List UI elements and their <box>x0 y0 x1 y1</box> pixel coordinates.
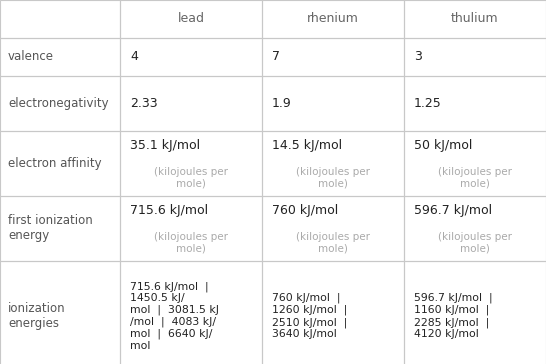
Bar <box>404 131 546 196</box>
Bar <box>404 196 546 261</box>
Text: (kilojoules per
mole): (kilojoules per mole) <box>438 167 512 189</box>
Text: thulium: thulium <box>451 12 499 25</box>
Bar <box>120 76 262 131</box>
Bar <box>262 0 404 38</box>
Bar <box>120 196 262 261</box>
Text: 715.6 kJ/mol: 715.6 kJ/mol <box>130 204 208 217</box>
Bar <box>262 76 404 131</box>
Bar <box>0 196 120 261</box>
Bar <box>120 38 262 76</box>
Text: 3: 3 <box>414 51 422 63</box>
Text: valence: valence <box>8 51 54 63</box>
Bar <box>262 131 404 196</box>
Text: 1.25: 1.25 <box>414 97 442 110</box>
Bar <box>120 261 262 364</box>
Text: (kilojoules per
mole): (kilojoules per mole) <box>296 232 370 254</box>
Text: 35.1 kJ/mol: 35.1 kJ/mol <box>130 139 200 152</box>
Bar <box>404 76 546 131</box>
Bar <box>120 131 262 196</box>
Text: 2.33: 2.33 <box>130 97 158 110</box>
Text: 4: 4 <box>130 51 138 63</box>
Bar <box>262 261 404 364</box>
Text: 596.7 kJ/mol: 596.7 kJ/mol <box>414 204 492 217</box>
Text: 715.6 kJ/mol  |
1450.5 kJ/
mol  |  3081.5 kJ
/mol  |  4083 kJ/
mol  |  6640 kJ/
: 715.6 kJ/mol | 1450.5 kJ/ mol | 3081.5 k… <box>130 281 219 351</box>
Text: electron affinity: electron affinity <box>8 157 102 170</box>
Bar <box>404 38 546 76</box>
Bar <box>0 131 120 196</box>
Text: (kilojoules per
mole): (kilojoules per mole) <box>154 232 228 254</box>
Bar <box>262 38 404 76</box>
Text: (kilojoules per
mole): (kilojoules per mole) <box>296 167 370 189</box>
Text: ionization
energies: ionization energies <box>8 302 66 330</box>
Text: (kilojoules per
mole): (kilojoules per mole) <box>438 232 512 254</box>
Bar <box>404 0 546 38</box>
Bar <box>0 76 120 131</box>
Text: lead: lead <box>177 12 205 25</box>
Bar <box>0 38 120 76</box>
Text: 14.5 kJ/mol: 14.5 kJ/mol <box>272 139 342 152</box>
Bar <box>120 0 262 38</box>
Text: 596.7 kJ/mol  |
1160 kJ/mol  |
2285 kJ/mol  |
4120 kJ/mol: 596.7 kJ/mol | 1160 kJ/mol | 2285 kJ/mol… <box>414 293 492 339</box>
Bar <box>404 261 546 364</box>
Bar <box>262 196 404 261</box>
Text: rhenium: rhenium <box>307 12 359 25</box>
Text: 7: 7 <box>272 51 280 63</box>
Text: 760 kJ/mol: 760 kJ/mol <box>272 204 339 217</box>
Text: 760 kJ/mol  |
1260 kJ/mol  |
2510 kJ/mol  |
3640 kJ/mol: 760 kJ/mol | 1260 kJ/mol | 2510 kJ/mol |… <box>272 293 347 339</box>
Text: electronegativity: electronegativity <box>8 97 109 110</box>
Bar <box>0 0 120 38</box>
Text: first ionization
energy: first ionization energy <box>8 214 93 242</box>
Text: 1.9: 1.9 <box>272 97 292 110</box>
Bar <box>0 261 120 364</box>
Text: (kilojoules per
mole): (kilojoules per mole) <box>154 167 228 189</box>
Text: 50 kJ/mol: 50 kJ/mol <box>414 139 472 152</box>
